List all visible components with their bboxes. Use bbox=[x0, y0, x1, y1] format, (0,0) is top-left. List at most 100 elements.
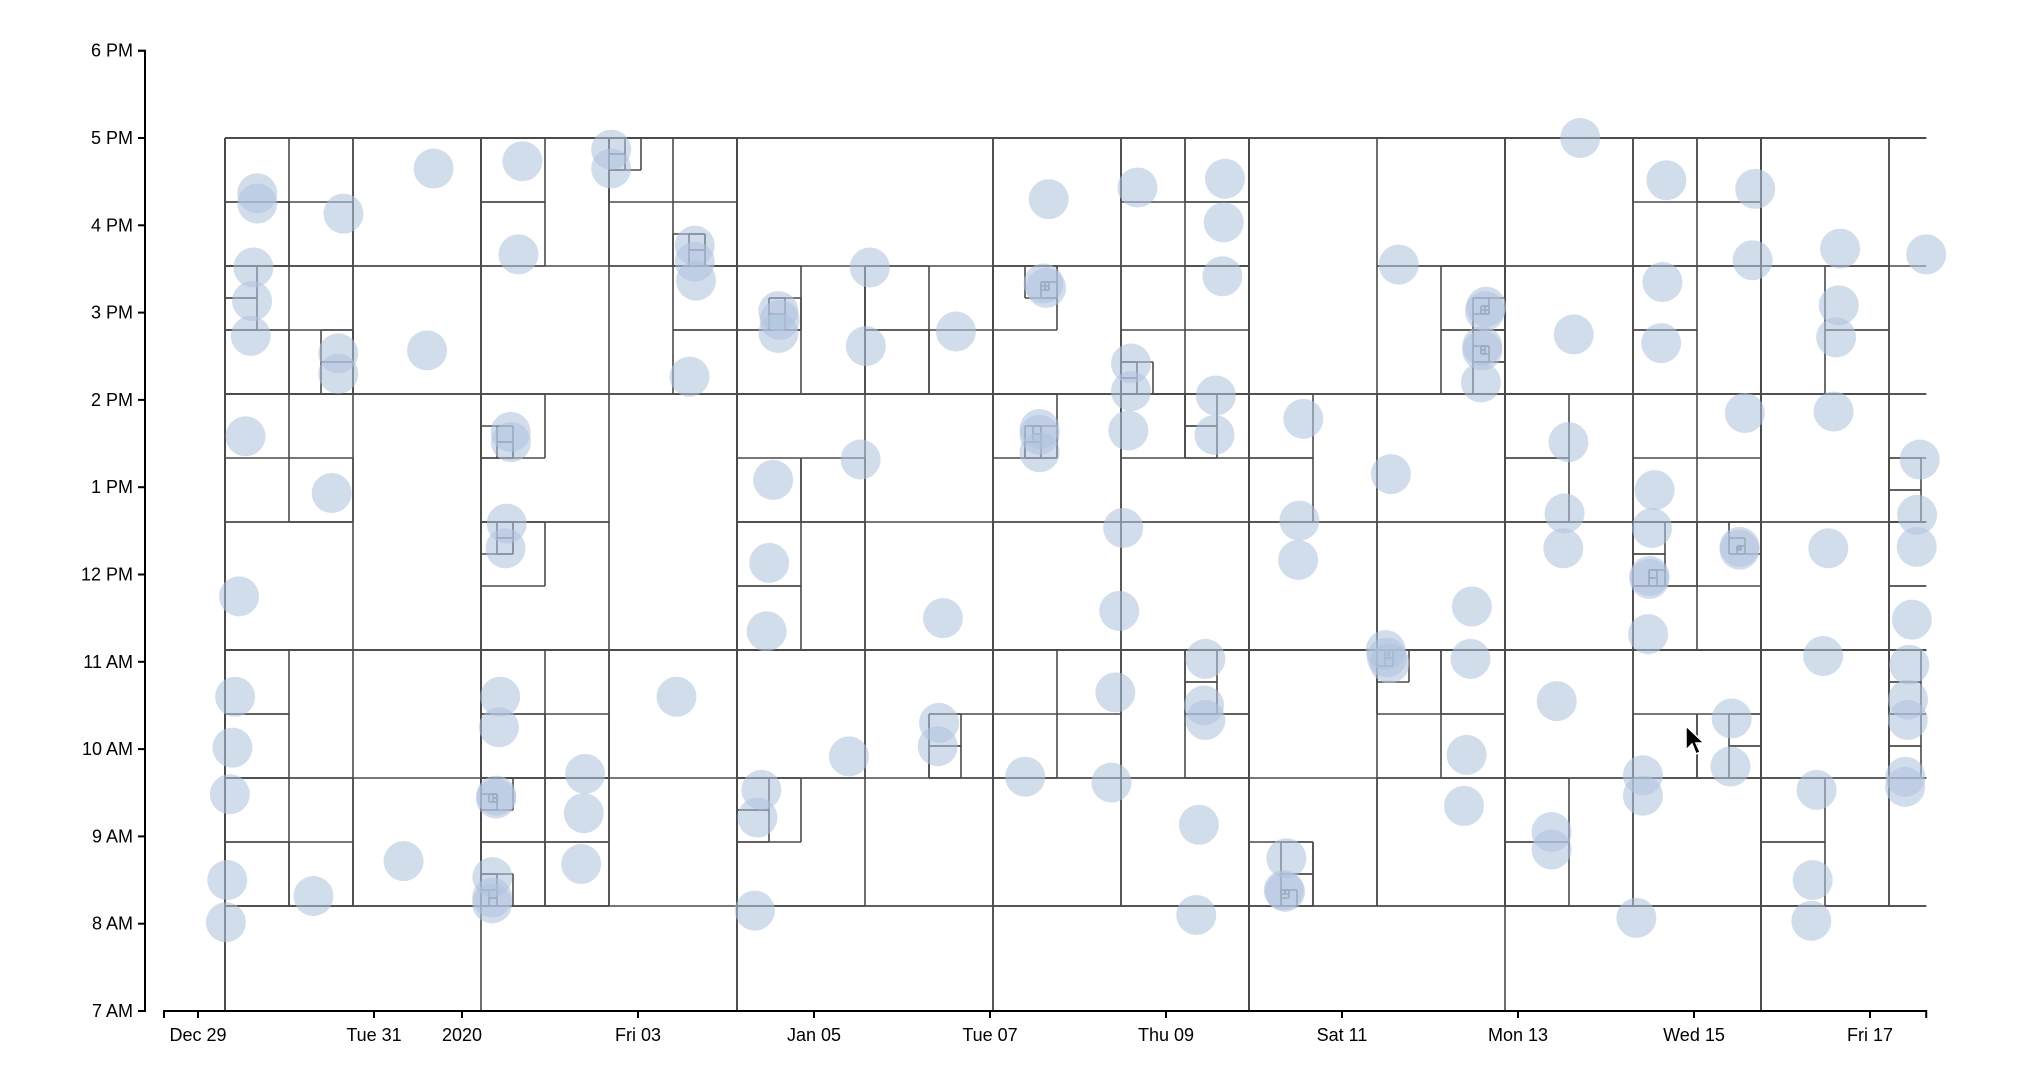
scatter-point bbox=[1735, 168, 1776, 209]
scatter-point bbox=[383, 841, 424, 882]
y-tick-label: 11 AM bbox=[83, 652, 133, 672]
scatter-point bbox=[1464, 291, 1505, 332]
x-tick-label: 2020 bbox=[442, 1025, 482, 1045]
scatter-point bbox=[1279, 500, 1320, 541]
scatter-point bbox=[734, 890, 775, 931]
scatter-point bbox=[1899, 439, 1940, 480]
scatter-point bbox=[1026, 267, 1067, 308]
scatter-point bbox=[1283, 398, 1324, 439]
scatter-point bbox=[676, 260, 717, 301]
scatter-point bbox=[591, 148, 632, 189]
scatter-point bbox=[1369, 643, 1410, 684]
y-axis-domain bbox=[138, 49, 146, 1012]
x-tick-label: Tue 31 bbox=[346, 1025, 401, 1045]
scatter-point bbox=[1536, 681, 1577, 722]
scatter-point bbox=[1194, 414, 1235, 455]
scatter-point bbox=[1005, 756, 1046, 797]
scatter-point bbox=[561, 844, 602, 885]
y-axis: 7 AM 8 AM 9 AM 10 AM 11 AM 12 PM 1 PM 2 PM 3 PM 4… bbox=[81, 41, 146, 1021]
x-axis: Dec 29 Tue 31 2020 Fri 03 Jan 05 Tue 07 Thu 09… bbox=[163, 1010, 1928, 1045]
scatter-point bbox=[746, 611, 787, 652]
scatter-point bbox=[1820, 228, 1861, 269]
scatter-point bbox=[1796, 769, 1837, 810]
y-tick-label: 6 PM bbox=[91, 41, 133, 61]
x-tick-label: Sat 11 bbox=[1317, 1025, 1368, 1045]
scatter-point bbox=[318, 353, 359, 394]
scatter-point bbox=[845, 326, 886, 367]
x-tick-label: Dec 29 bbox=[169, 1025, 226, 1045]
scatter-point bbox=[1185, 638, 1226, 679]
x-tick-label: Jan 05 bbox=[787, 1025, 841, 1045]
scatter-point bbox=[1724, 392, 1765, 433]
scatter-point bbox=[1628, 614, 1669, 655]
scatter-point bbox=[565, 753, 606, 794]
y-tick-label: 8 AM bbox=[92, 914, 133, 934]
scatter-point bbox=[413, 148, 454, 189]
scatter-point bbox=[1103, 507, 1144, 548]
scatter-point bbox=[1450, 638, 1491, 679]
y-tick-label: 3 PM bbox=[91, 303, 133, 323]
scatter-point bbox=[1560, 118, 1601, 158]
scatter-point bbox=[1543, 528, 1584, 569]
scatter-point bbox=[1204, 158, 1245, 199]
scatter-point bbox=[215, 676, 256, 717]
scatter-point bbox=[475, 778, 516, 819]
scatter-point bbox=[293, 876, 334, 917]
scatter-point bbox=[1816, 317, 1857, 358]
scatter-point bbox=[1906, 234, 1947, 275]
scatter-point bbox=[1095, 672, 1136, 713]
scatter-point bbox=[1646, 160, 1687, 201]
scatter-point bbox=[485, 528, 526, 569]
scatter-point bbox=[1028, 179, 1069, 220]
scatter-point bbox=[237, 183, 278, 224]
scatter-point bbox=[1889, 644, 1930, 685]
scatter-point bbox=[498, 234, 539, 275]
x-axis-domain bbox=[163, 1010, 1928, 1018]
scatter-point bbox=[1887, 700, 1928, 740]
scatter-point bbox=[1462, 330, 1503, 371]
y-tick-label: 9 AM bbox=[92, 826, 133, 846]
mouse-pointer-icon bbox=[1685, 724, 1706, 756]
scatter-point bbox=[1265, 871, 1306, 912]
scatter-point bbox=[1370, 454, 1411, 495]
scatter-point bbox=[1019, 432, 1060, 473]
scatter-point bbox=[1117, 167, 1158, 208]
scatter-point bbox=[1091, 762, 1132, 803]
y-tick-label: 5 PM bbox=[91, 128, 133, 148]
scatter-point bbox=[1451, 586, 1492, 627]
scatter-point bbox=[1818, 285, 1859, 326]
y-tick-label: 10 AM bbox=[82, 739, 133, 759]
scatter-point bbox=[1642, 262, 1683, 303]
scatter-point bbox=[1203, 202, 1244, 243]
y-tick-label: 12 PM bbox=[81, 565, 133, 585]
x-tick-label: Fri 03 bbox=[615, 1025, 661, 1045]
scatter-point bbox=[849, 247, 890, 288]
scatter-point bbox=[1446, 734, 1487, 775]
scatter-point bbox=[563, 793, 604, 834]
scatter-point bbox=[1629, 558, 1670, 599]
scatter-point bbox=[1443, 785, 1484, 826]
scatter-point bbox=[502, 141, 543, 182]
scatter-point bbox=[1460, 362, 1501, 403]
x-tick-label: Mon 13 bbox=[1488, 1025, 1548, 1045]
scatter-point bbox=[1110, 371, 1151, 412]
x-tick-label: Wed 15 bbox=[1663, 1025, 1725, 1045]
scatter-point bbox=[1813, 391, 1854, 432]
y-tick-label: 2 PM bbox=[91, 390, 133, 410]
quadtree-layer bbox=[224, 137, 1927, 1011]
scatter-point bbox=[225, 416, 266, 457]
scatter-point bbox=[1195, 375, 1236, 416]
scatter-point bbox=[311, 473, 352, 514]
scatter-point bbox=[917, 726, 958, 767]
scatter-point bbox=[1897, 494, 1938, 535]
scatter-point bbox=[1544, 493, 1585, 534]
scatter-point bbox=[323, 193, 364, 234]
scatter-point bbox=[1185, 700, 1226, 740]
scatter-point bbox=[1553, 314, 1594, 355]
scatter-point bbox=[840, 439, 881, 480]
scatter-point bbox=[656, 676, 697, 717]
scatter-point bbox=[1531, 829, 1572, 870]
scatter-point bbox=[1099, 590, 1140, 631]
scatter-point bbox=[1548, 422, 1589, 463]
scatter-point bbox=[1792, 860, 1833, 901]
